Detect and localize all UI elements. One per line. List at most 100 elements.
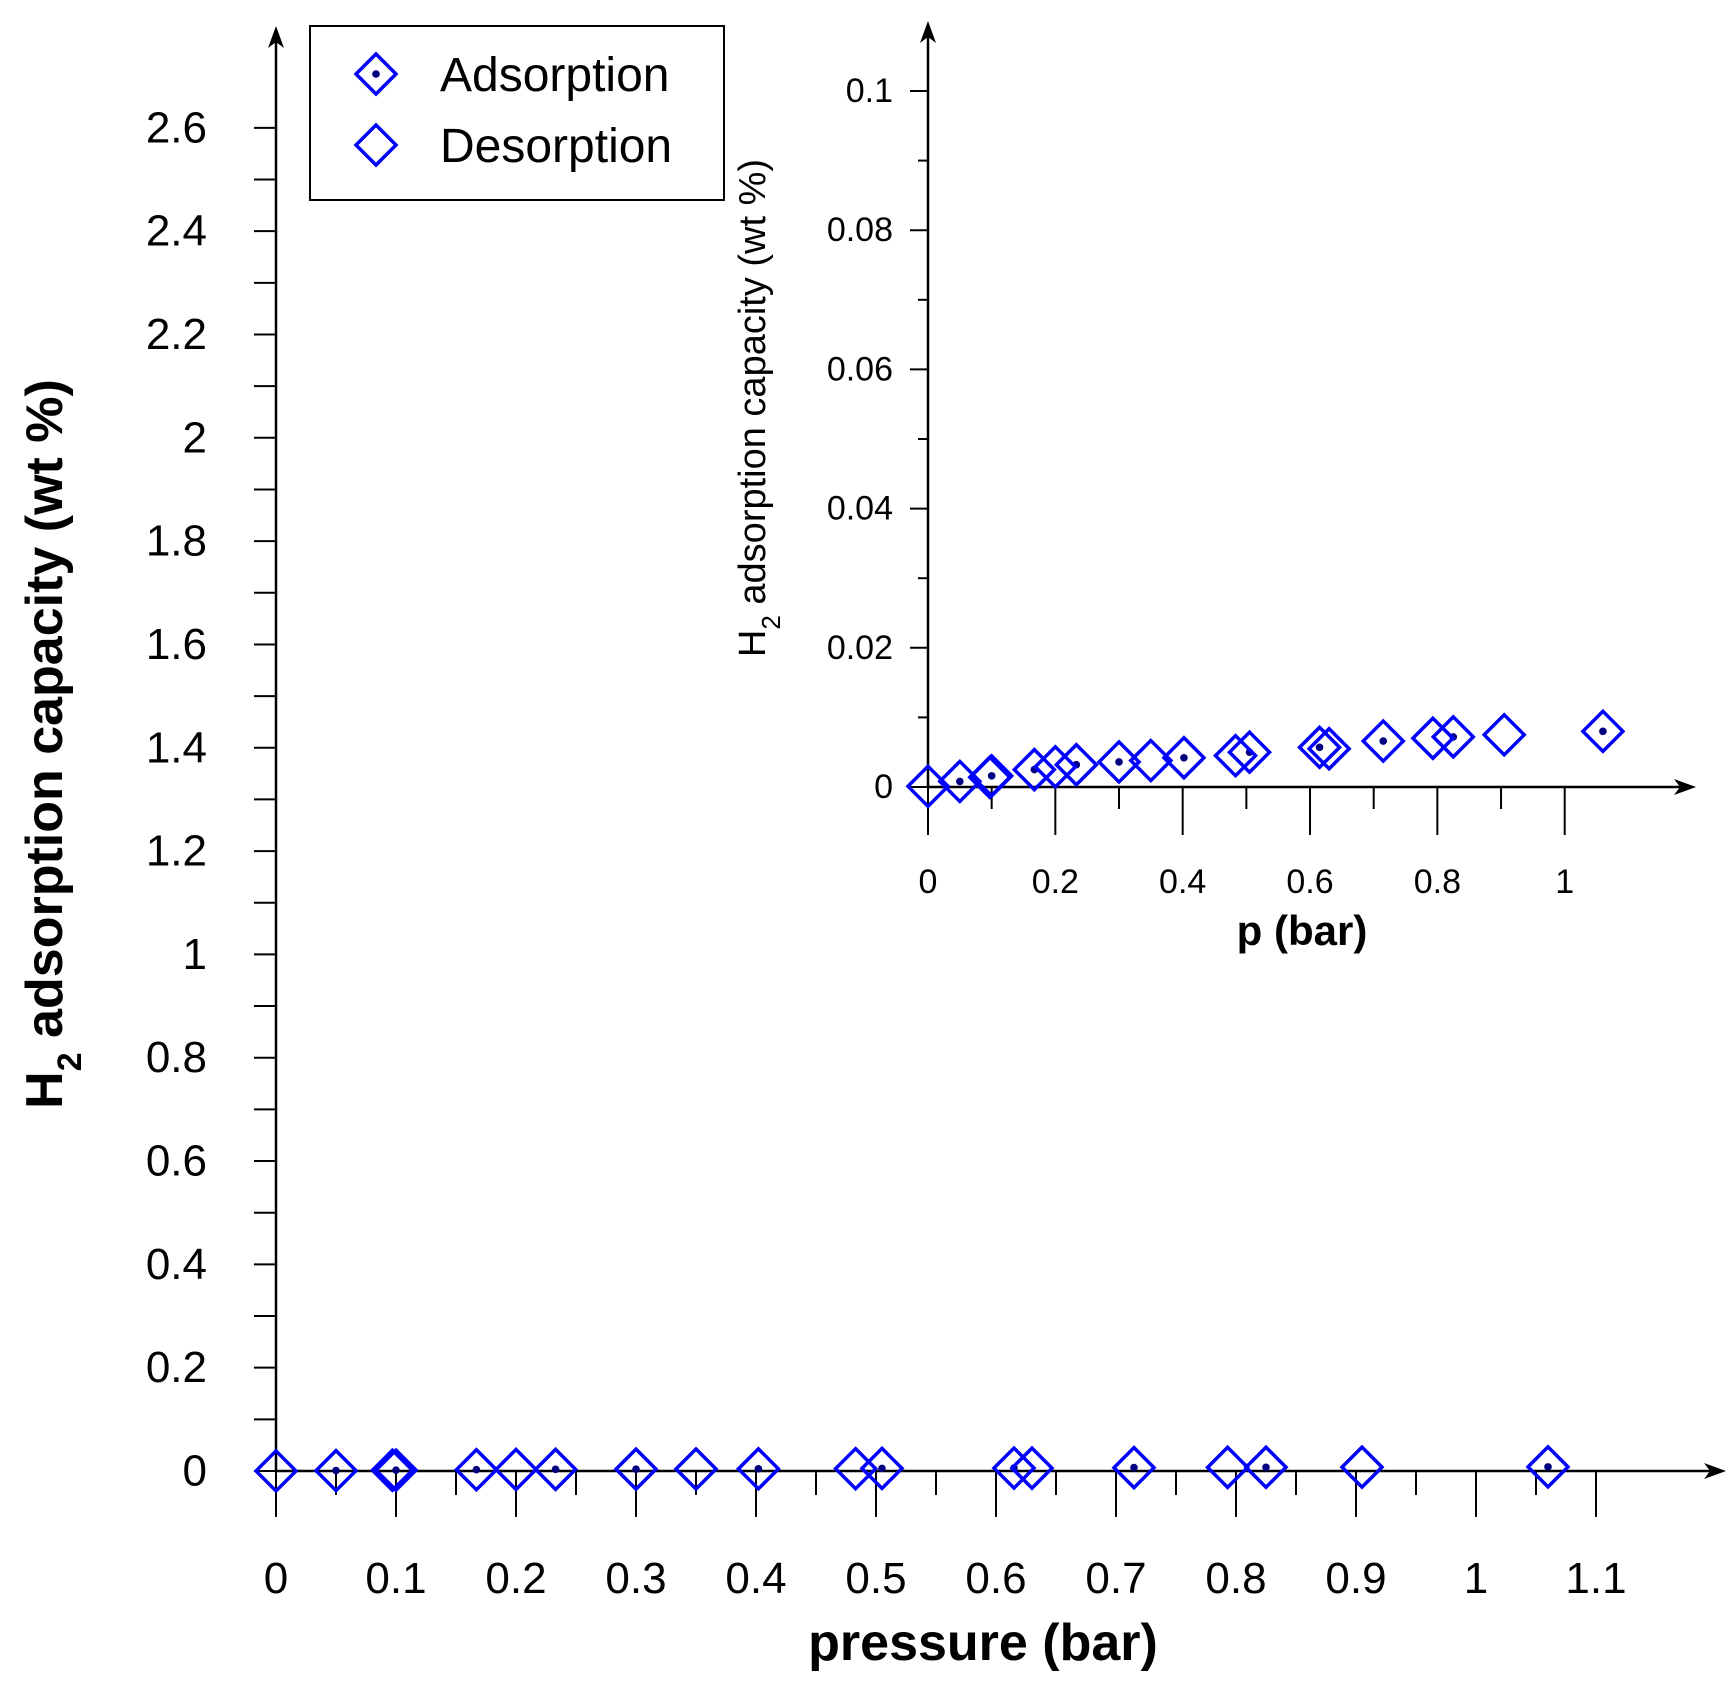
marker-diamond [991, 1445, 1037, 1491]
inset-desorption-point [1032, 744, 1078, 790]
inset-y-tick-label: 0.1 [846, 72, 893, 110]
marker-diamond [353, 51, 399, 97]
marker-dot [1544, 1463, 1552, 1471]
main-desorption-point [369, 1447, 415, 1493]
main-x-tick-label: 0.1 [365, 1554, 426, 1603]
inset-adsorption-point [1360, 718, 1406, 764]
main-y-tick-label: 2.6 [146, 103, 207, 152]
marker-dot [956, 777, 964, 786]
y-title-rest: adsorption capacity (wt %) [16, 379, 74, 1052]
main-adsorption-point [613, 1446, 659, 1492]
marker-diamond [1032, 744, 1078, 790]
marker-diamond [905, 763, 951, 809]
legend-marker-desorption [353, 122, 399, 168]
main-x-tick-label: 1.1 [1565, 1554, 1626, 1603]
marker-diamond [1096, 739, 1142, 785]
inset-plot: 0 0.02 0.04 0.06 0.08 0.1 0 0.2 0.4 0.6 0.8 1 p (bar… [732, 21, 1696, 954]
main-desorption-point [673, 1446, 719, 1492]
marker-diamond [1111, 1445, 1157, 1491]
marker-diamond [1580, 708, 1626, 754]
main-x-tick-label: 0.3 [605, 1554, 666, 1603]
marker-diamond [533, 1446, 579, 1492]
inset-desorption-point [905, 763, 951, 809]
marker-diamond [1011, 747, 1057, 793]
inset-series-desorption [905, 712, 1527, 809]
inset-adsorption-point [1161, 735, 1207, 781]
legend-label-adsorption: Adsorption [440, 49, 669, 102]
main-adsorption-point [1525, 1444, 1571, 1490]
main-adsorption-point [453, 1447, 499, 1493]
marker-diamond [1243, 1444, 1289, 1490]
inset-series-adsorption [937, 708, 1626, 804]
marker-diamond [1430, 714, 1476, 760]
marker-diamond [1481, 712, 1527, 758]
main-y-tick-label: 0.8 [146, 1033, 207, 1082]
inset-adsorption-point [1096, 739, 1142, 785]
marker-diamond [253, 1448, 299, 1494]
inset-x-tick-label: 0.4 [1159, 863, 1206, 901]
inset-x-tick-label: 1 [1555, 863, 1574, 901]
main-x-tick-label: 0 [264, 1554, 288, 1603]
inset-adsorption-point [1227, 729, 1273, 775]
y-title-sub: 2 [51, 1052, 89, 1071]
inset-x-arrow [1674, 779, 1696, 795]
main-desorption-point [493, 1447, 539, 1492]
marker-diamond [313, 1448, 359, 1494]
marker-diamond [1360, 718, 1406, 764]
main-plot: 0 0.2 0.4 0.6 0.8 1 1.2 1.4 1.6 1.8 2 2.2 2.4 2.6 0 0.1… [16, 26, 1726, 1672]
main-y-tick-label: 1.2 [146, 827, 207, 876]
inset-desorption-point [1410, 715, 1456, 761]
marker-diamond [453, 1447, 499, 1493]
main-desorption-point [1205, 1444, 1251, 1490]
inset-desorption-point [967, 754, 1013, 800]
inset-y-tick-label: 0.08 [827, 211, 893, 249]
main-y-tick-label: 1.4 [146, 723, 207, 772]
main-x-tick-label: 0.2 [485, 1554, 546, 1603]
main-y-tick-label: 1 [183, 930, 207, 979]
marker-diamond [833, 1446, 879, 1492]
marker-dot [392, 1466, 400, 1474]
inset-x-tick-label: 0.8 [1414, 863, 1461, 901]
marker-diamond [493, 1447, 539, 1492]
marker-dot [1115, 758, 1123, 766]
inset-x-tick-label: 0.2 [1032, 863, 1079, 901]
marker-diamond [1339, 1444, 1385, 1490]
main-series-desorption [253, 1444, 1385, 1494]
inset-x-tick-label: 0 [919, 863, 938, 901]
inset-y-tick-label: 0.04 [827, 490, 893, 528]
main-y-tick-label: 1.8 [146, 517, 207, 566]
main-y-tick-label: 2.4 [146, 207, 207, 256]
marker-dot [1130, 1463, 1138, 1472]
marker-dot [332, 1466, 340, 1475]
marker-dot [1180, 753, 1188, 762]
marker-dot [987, 772, 996, 780]
main-desorption-point [833, 1446, 879, 1492]
main-x-tick-label: 0.4 [725, 1554, 786, 1603]
marker-dot [472, 1465, 481, 1474]
main-desorption-point [1009, 1445, 1055, 1491]
main-x-axis-title: pressure (bar) [808, 1614, 1158, 1672]
inset-desorption-point [1481, 712, 1527, 758]
marker-dot [632, 1465, 640, 1473]
marker-diamond [1525, 1444, 1571, 1490]
main-adsorption-point [1111, 1445, 1157, 1491]
main-x-tick-label: 0.5 [845, 1554, 906, 1603]
marker-dot [1315, 743, 1324, 752]
inset-y-arrow [920, 21, 936, 43]
y-title-rest: adsorption capacity (wt %) [732, 159, 774, 615]
marker-diamond [1128, 738, 1174, 784]
main-x-tick-label: 0.6 [965, 1554, 1026, 1603]
main-y-tick-label: 1.6 [146, 620, 207, 669]
main-adsorption-point [735, 1446, 781, 1492]
main-y-tick-label: 0.2 [146, 1343, 207, 1392]
marker-diamond [967, 754, 1013, 800]
marker-diamond [1213, 733, 1259, 779]
main-x-tick-label: 0.7 [1085, 1554, 1146, 1603]
legend: Adsorption Desorption [309, 25, 725, 201]
marker-diamond [673, 1446, 719, 1492]
main-x-arrow [1704, 1463, 1726, 1479]
marker-diamond [1306, 726, 1352, 772]
main-x-tick-label: 0.9 [1325, 1554, 1386, 1603]
main-y-tick-label: 0.6 [146, 1137, 207, 1186]
legend-marker-adsorption [353, 51, 399, 97]
